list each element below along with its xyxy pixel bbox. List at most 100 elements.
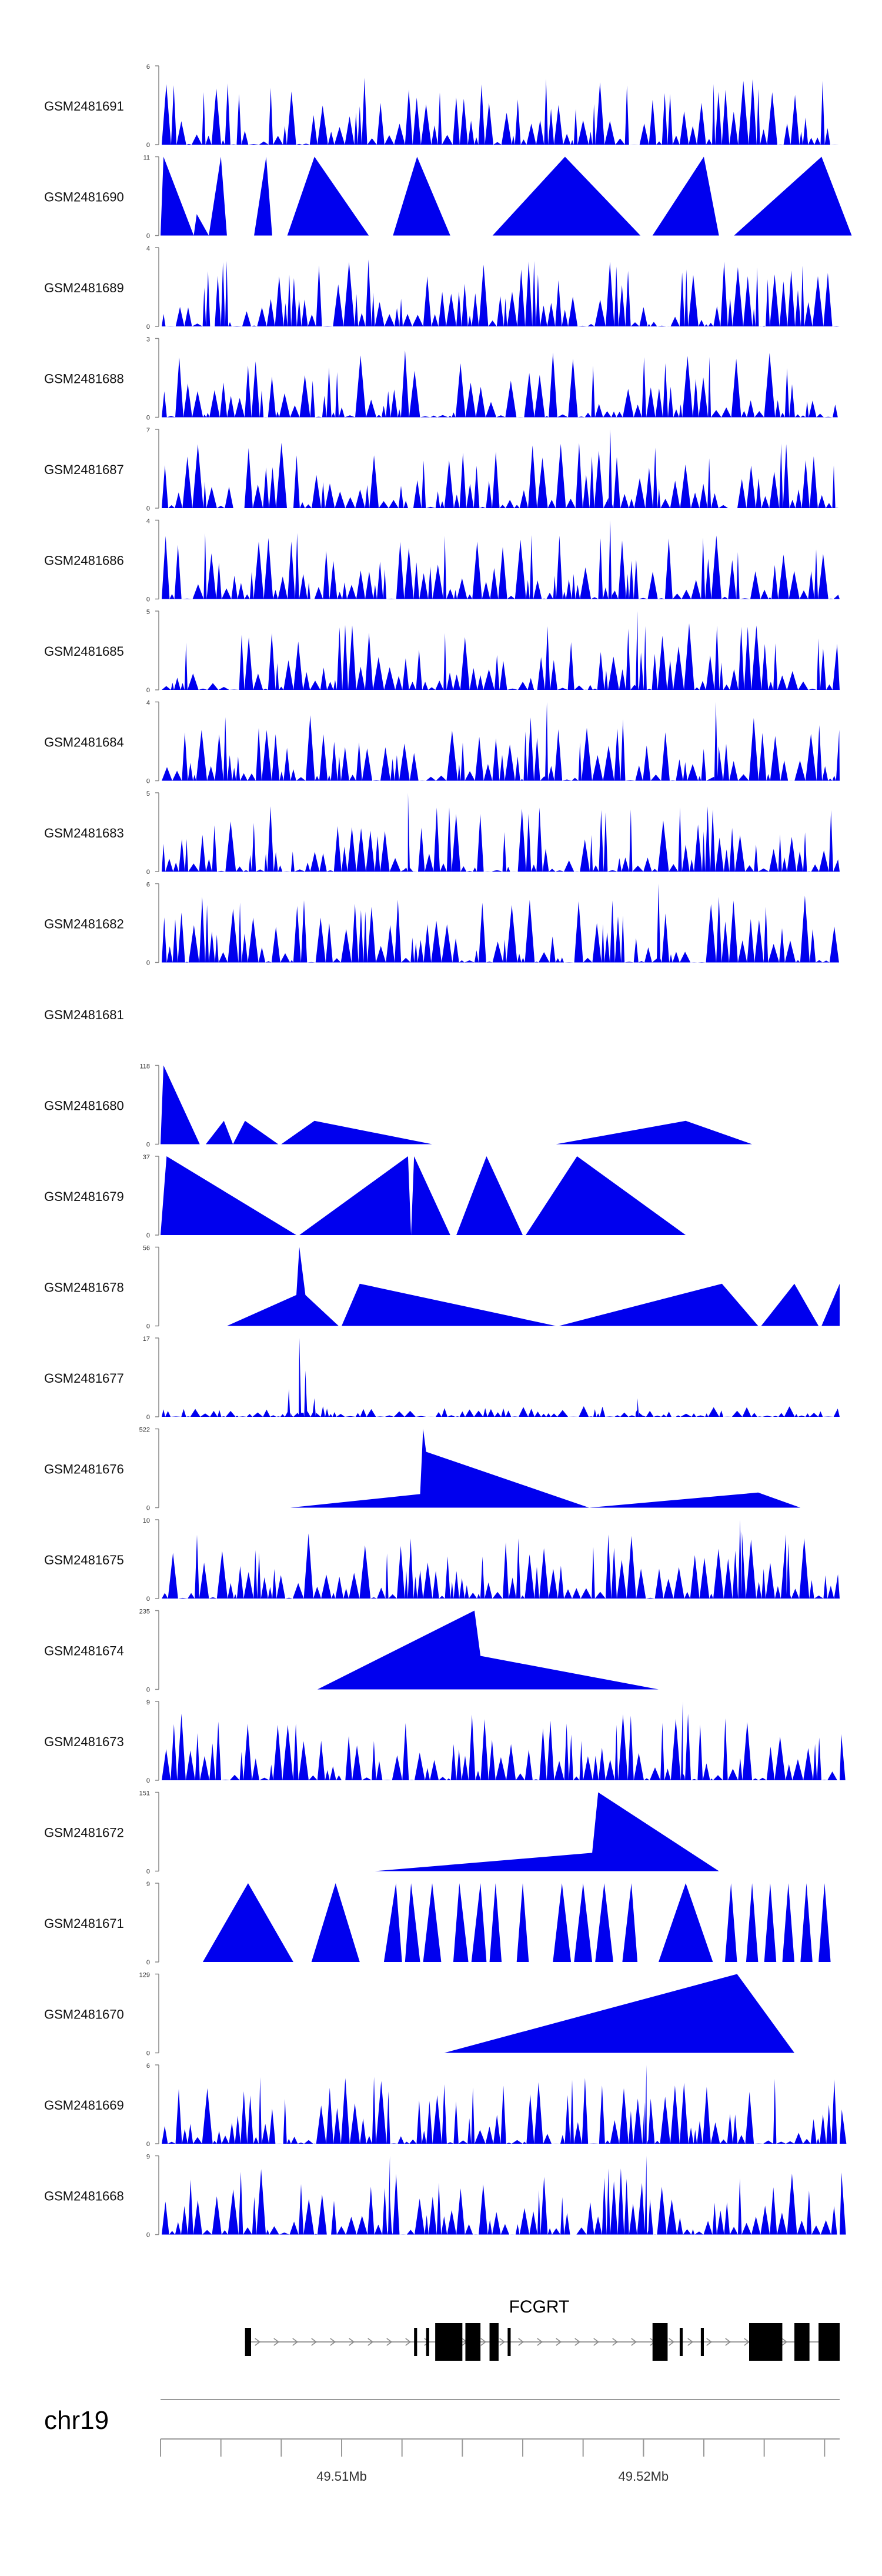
track-label: GSM2481684 [44, 735, 124, 750]
strand-arrow [518, 2338, 524, 2346]
track-label: GSM2481688 [44, 372, 124, 386]
coverage-area [162, 429, 840, 508]
strand-arrow [593, 2338, 600, 2346]
y-max-label: 4 [146, 700, 150, 707]
track-label: GSM2481675 [44, 1553, 124, 1567]
strand-arrow [612, 2338, 619, 2346]
y-min-label: 0 [146, 142, 150, 149]
track-label: GSM2481680 [44, 1099, 124, 1113]
y-min-label: 0 [146, 1596, 150, 1603]
track-GSM2481670: GSM2481670 129 0 [44, 1972, 794, 2057]
coverage-area [375, 1792, 719, 1871]
track-label: GSM2481671 [44, 1916, 124, 1931]
gene-exon [507, 2328, 511, 2356]
y-min-label: 0 [146, 2050, 150, 2057]
track-GSM2481684: GSM2481684 4 0 [44, 700, 843, 785]
coverage-area [162, 78, 840, 145]
coverage-area [317, 1610, 659, 1690]
track-label: GSM2481672 [44, 1826, 124, 1840]
track-GSM2481677: GSM2481677 17 0 [44, 1336, 842, 1421]
y-max-label: 56 [143, 1245, 150, 1252]
track-label: GSM2481687 [44, 462, 124, 477]
track-GSM2481679: GSM2481679 37 0 [44, 1154, 686, 1239]
strand-arrow [273, 2338, 280, 2346]
y-min-label: 0 [146, 778, 150, 785]
coverage-area [161, 1156, 686, 1235]
strand-arrow [669, 2338, 675, 2346]
track-label: GSM2481673 [44, 1734, 124, 1749]
strand-arrow [744, 2338, 750, 2346]
y-max-label: 3 [146, 336, 150, 343]
track-GSM2481672: GSM2481672 151 0 [44, 1790, 719, 1876]
coverage-area [226, 1247, 840, 1326]
axis-tick-label: 49.51Mb [316, 2469, 367, 2484]
coverage-area [162, 702, 843, 781]
track-label: GSM2481691 [44, 99, 124, 114]
coverage-area [162, 259, 841, 326]
y-min-label: 0 [146, 960, 150, 967]
y-min-label: 0 [146, 415, 150, 422]
strand-arrow [631, 2338, 637, 2346]
coverage-area [162, 883, 840, 963]
track-label: GSM2481677 [44, 1371, 124, 1386]
coverage-area [162, 520, 843, 599]
y-min-label: 0 [146, 1777, 150, 1784]
strand-arrow [537, 2338, 543, 2346]
track-GSM2481675: GSM2481675 10 0 [44, 1517, 842, 1603]
y-max-label: 129 [139, 1972, 150, 1979]
gene-name-label: FCGRT [509, 2297, 570, 2317]
track-GSM2481683: GSM2481683 5 0 [44, 790, 843, 876]
coverage-area [161, 156, 852, 236]
y-max-label: 4 [146, 245, 150, 252]
genome-axis: chr19 49.51Mb 49.52Mb [44, 2399, 840, 2484]
coverage-area [162, 1338, 842, 1417]
track-GSM2481686: GSM2481686 4 0 [44, 518, 843, 603]
track-GSM2481678: GSM2481678 56 0 [44, 1245, 840, 1330]
strand-arrow [574, 2338, 581, 2346]
y-max-label: 235 [139, 1609, 150, 1616]
coverage-area [290, 1429, 801, 1508]
axis-ticks: 49.51Mb 49.52Mb [160, 2439, 826, 2484]
track-label: GSM2481679 [44, 1189, 124, 1204]
track-label: GSM2481669 [44, 2098, 124, 2113]
strand-arrow [706, 2338, 713, 2346]
y-min-label: 0 [146, 1505, 150, 1512]
coverage-area [162, 1701, 846, 1780]
y-max-label: 522 [139, 1427, 150, 1434]
gene-exon [818, 2323, 840, 2361]
y-min-label: 0 [146, 1142, 150, 1149]
track-GSM2481690: GSM2481690 11 0 [44, 155, 852, 240]
y-min-label: 0 [146, 1323, 150, 1330]
axis-tick-label: 49.52Mb [619, 2469, 669, 2484]
track-GSM2481689: GSM2481689 4 0 [44, 245, 841, 331]
track-label: GSM2481689 [44, 281, 124, 295]
track-label: GSM2481681 [44, 1007, 124, 1022]
gene-exon [465, 2323, 481, 2361]
strand-arrow [292, 2338, 299, 2346]
coverage-area [162, 350, 840, 418]
y-max-label: 6 [146, 882, 150, 889]
track-label: GSM2481685 [44, 644, 124, 659]
y-min-label: 0 [146, 323, 150, 331]
y-max-label: 37 [143, 1154, 150, 1161]
track-GSM2481676: GSM2481676 522 0 [44, 1427, 801, 1512]
strand-arrow [255, 2338, 261, 2346]
gene-exon [700, 2328, 704, 2356]
coverage-tracks: GSM248169160GSM2481690110GSM248168940GSM… [44, 64, 852, 2239]
gene-exon [435, 2323, 463, 2361]
gene-exon [245, 2328, 251, 2356]
strand-arrow [330, 2338, 336, 2346]
y-min-label: 0 [146, 1687, 150, 1694]
y-min-label: 0 [146, 596, 150, 603]
track-GSM2481688: GSM2481688 3 0 [44, 336, 840, 422]
y-min-label: 0 [146, 1232, 150, 1239]
track-label: GSM2481670 [44, 2007, 124, 2022]
strand-arrow [386, 2338, 393, 2346]
track-GSM2481681: GSM2481681 [44, 1007, 124, 1022]
track-label: GSM2481690 [44, 190, 124, 205]
coverage-area [444, 1974, 794, 2053]
track-label: GSM2481678 [44, 1280, 124, 1295]
gene-exon [749, 2323, 783, 2361]
y-max-label: 151 [139, 1790, 150, 1797]
track-label: GSM2481682 [44, 917, 124, 932]
